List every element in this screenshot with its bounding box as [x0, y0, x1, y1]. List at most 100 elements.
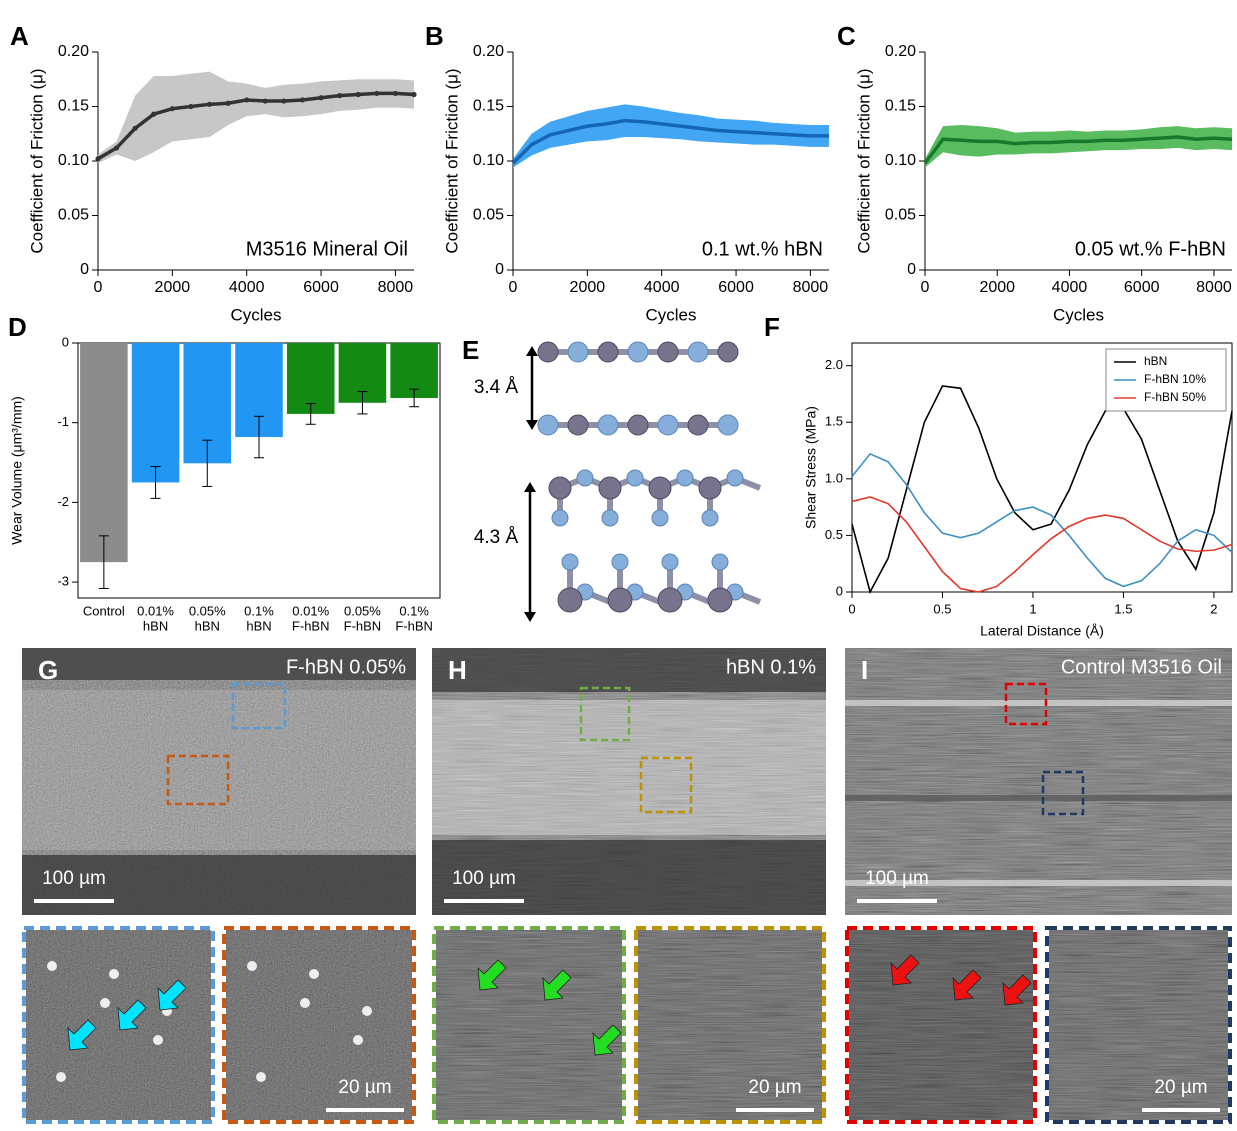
y-tick-label: -2	[57, 494, 69, 509]
arrow-head	[524, 482, 536, 492]
x-tick-label: 0.1%	[399, 603, 429, 618]
y-tick-label: 2.0	[825, 357, 843, 372]
atom	[549, 477, 571, 499]
y-tick-label: 0.05	[885, 207, 916, 224]
x-tick-label: 0	[848, 601, 855, 616]
scale-label: 100 µm	[42, 868, 106, 889]
x-tick-label: 0.05%	[344, 603, 381, 618]
x-tick-label: 1	[1029, 601, 1036, 616]
panel-letter: E	[462, 335, 479, 365]
annotation: 0.1 wt.% hBN	[702, 238, 823, 260]
annotation: M3516 Mineral Oil	[246, 238, 408, 260]
data-point	[337, 93, 342, 98]
x-axis-label: Cycles	[230, 305, 281, 324]
x-tick-label: 0.05%	[189, 603, 226, 618]
x-tick-label: Control	[83, 603, 125, 618]
arrow-head	[526, 346, 538, 356]
legend-label: F-hBN 50%	[1144, 390, 1206, 404]
atom	[608, 588, 632, 612]
x-tick-label: 0.01%	[292, 603, 329, 618]
arrow-head	[524, 612, 536, 622]
figure: ACoefficient of Friction (μ)00.050.100.1…	[0, 0, 1237, 1126]
panel-letter: C	[837, 21, 856, 51]
x-tick-label: 6000	[718, 279, 754, 296]
scale-label: 100 µm	[865, 868, 929, 889]
atom	[577, 470, 593, 486]
x-tick-label: hBN	[195, 618, 220, 633]
x-tick-label: 0	[94, 279, 103, 296]
atom	[602, 510, 618, 526]
scale-label: 20 µm	[338, 1077, 391, 1098]
x-tick-label: 2000	[979, 279, 1015, 296]
particle	[47, 961, 57, 971]
atom	[627, 470, 643, 486]
data-point	[170, 106, 175, 111]
panel-letter: G	[38, 655, 58, 685]
x-tick-label: F-hBN	[395, 618, 433, 633]
image-label: Control M3516 Oil	[1061, 656, 1222, 678]
atom	[712, 554, 728, 570]
y-tick-label: 0.10	[473, 152, 504, 169]
arrow-head	[526, 420, 538, 430]
y-tick-label: 1.0	[825, 470, 843, 485]
data-point	[114, 145, 119, 150]
y-tick-label: 1.5	[825, 414, 843, 429]
atom	[708, 588, 732, 612]
atom	[699, 477, 721, 499]
x-tick-label: 4000	[1052, 279, 1088, 296]
data-point	[300, 97, 305, 102]
panel-letter: D	[8, 312, 27, 342]
panel-letter: H	[448, 655, 467, 685]
atom	[688, 415, 708, 435]
atom	[649, 477, 671, 499]
y-tick-label: 0	[62, 334, 69, 349]
image-label: hBN 0.1%	[726, 656, 816, 678]
y-tick-label: 0	[495, 261, 504, 278]
y-tick-label: 0.15	[473, 98, 504, 115]
spacing-label: 4.3 Å	[474, 527, 519, 548]
x-tick-label: 2	[1210, 601, 1217, 616]
x-tick-label: 4000	[644, 279, 680, 296]
bar	[132, 343, 180, 482]
annotation: 0.05 wt.% F-hBN	[1075, 238, 1226, 260]
x-tick-label: F-hBN	[292, 618, 330, 633]
particle	[300, 998, 310, 1008]
zoom-image	[845, 926, 1037, 1124]
data-point	[393, 91, 398, 96]
particle	[362, 1006, 372, 1016]
atom	[598, 415, 618, 435]
atom	[538, 342, 558, 362]
bar	[80, 343, 128, 562]
stripe	[845, 700, 1232, 706]
atom	[677, 470, 693, 486]
y-tick-label: 0	[836, 583, 843, 598]
data-point	[411, 92, 416, 97]
data-point	[374, 91, 379, 96]
x-tick-label: 6000	[1124, 279, 1160, 296]
y-tick-label: 0.05	[58, 207, 89, 224]
x-tick-label: 0.5	[933, 601, 951, 616]
y-tick-label: -1	[57, 414, 69, 429]
data-point	[207, 102, 212, 107]
x-tick-label: hBN	[143, 618, 168, 633]
particle	[353, 1035, 363, 1045]
atom	[628, 415, 648, 435]
atom	[718, 342, 738, 362]
x-axis-label: Cycles	[645, 305, 696, 324]
data-point	[356, 92, 361, 97]
wear-track	[22, 690, 416, 850]
atom	[612, 554, 628, 570]
data-point	[318, 95, 323, 100]
data-point	[188, 104, 193, 109]
x-tick-label: 8000	[793, 279, 829, 296]
x-tick-label: 4000	[229, 279, 265, 296]
atom	[702, 510, 718, 526]
data-point	[281, 98, 286, 103]
y-tick-label: 0.10	[58, 152, 89, 169]
x-tick-label: 2000	[155, 279, 191, 296]
zoom-image	[22, 926, 215, 1124]
scale-label: 20 µm	[1154, 1077, 1207, 1098]
x-tick-label: 0	[509, 279, 518, 296]
atom	[662, 554, 678, 570]
panel-letter: F	[764, 312, 780, 342]
